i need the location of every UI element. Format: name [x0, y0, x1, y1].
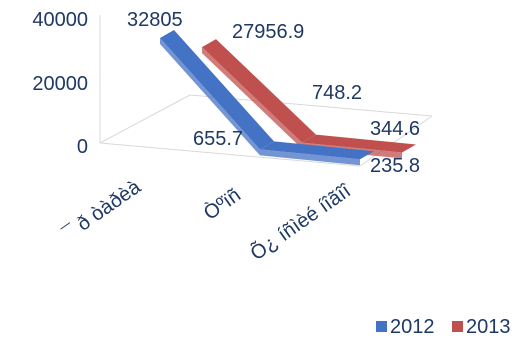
legend-label-2013: 2013 [466, 316, 511, 338]
data-label-2013-1: 748.2 [312, 82, 362, 104]
floor-front-edge [99, 142, 361, 167]
ribbon-edge-2012-1 [260, 149, 360, 166]
y-tick-label: 0 [77, 136, 88, 158]
data-label-2012-1: 655.7 [193, 128, 243, 150]
data-label-2012-2: 235.8 [370, 155, 420, 177]
ribbon-segment-2013-0 [202, 39, 316, 143]
ribbon-edge-2013-0 [202, 47, 302, 149]
category-label: Õ¿ íñìèé íîãîî [245, 178, 356, 265]
category-label: Òºïñ [199, 183, 245, 225]
legend: 2012 2013 [376, 316, 511, 338]
x-axis: ¯ ð òàðèà Òºïñ Õ¿ íñìèé íîãîî [59, 176, 356, 265]
ribbon-segment-2012-0 [160, 30, 274, 150]
y-tick-label: 20000 [32, 73, 88, 95]
y-tick-label: 40000 [32, 9, 88, 31]
ribbon-segment-2013-1 [302, 134, 416, 153]
series-2012 [160, 30, 374, 166]
legend-swatch-2012 [376, 321, 387, 332]
data-label-2013-0: 27956.9 [232, 21, 304, 43]
legend-swatch-2013 [452, 321, 463, 332]
series-layer [160, 30, 416, 166]
floor-left-edge [99, 94, 191, 144]
category-label: ¯ ð òàðèà [59, 176, 146, 246]
data-labels: 32805 27956.9 655.7 748.2 235.8 344.6 [127, 9, 420, 177]
y-axis: 40000 20000 0 [32, 9, 88, 158]
ribbon-segment-2012-1 [260, 141, 374, 160]
data-label-2012-0: 32805 [127, 9, 183, 31]
legend-label-2012: 2012 [390, 316, 435, 338]
ribbon-edge-2012-0 [160, 38, 260, 156]
floor-right-edge [359, 115, 433, 167]
data-label-2013-2: 344.6 [370, 118, 420, 140]
